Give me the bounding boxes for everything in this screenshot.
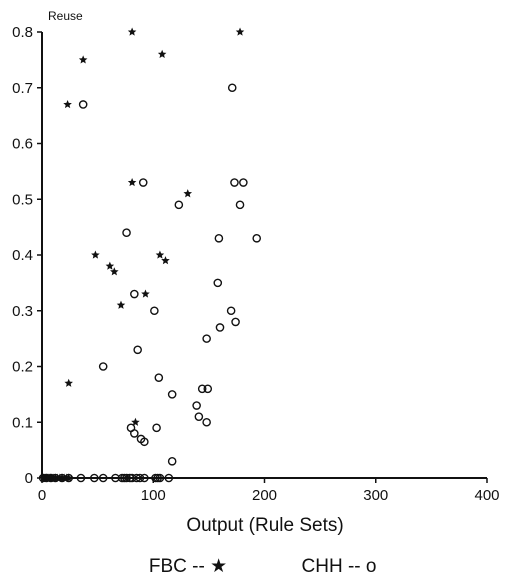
legend: FBC -- ★ CHH -- o [149,556,377,577]
chh-point [130,429,139,438]
chh-point [164,473,174,483]
fbc-point [110,267,119,276]
chh-point [89,473,99,483]
fbc-point [64,378,73,387]
x-tick-label: 300 [363,487,388,504]
chh-point [150,306,159,316]
chh-point [239,178,248,187]
series-fbc [38,27,245,482]
fbc-point [63,99,72,109]
fbc-point [64,473,73,482]
chh-point [122,473,131,483]
y-tick-label: 0.3 [12,303,33,320]
y-tick-label: 0.8 [12,24,33,41]
chh-point [140,437,149,447]
y-axis-label: Reuse [48,9,83,23]
chh-point [174,200,184,210]
chh-point [215,323,225,332]
chh-point [138,178,148,187]
chh-point [226,306,236,316]
y-tick-label: 0.5 [12,191,33,208]
fbc-point [157,49,167,58]
chh-point [76,473,86,483]
chh-point [154,373,164,382]
chh-point [214,233,224,243]
chh-point [155,473,165,483]
series-chh [38,83,262,483]
chh-point [194,412,204,421]
x-axis-label: Output (Rule Sets) [186,515,343,536]
chh-point [235,200,245,210]
y-tick-label: 0.2 [12,359,33,376]
legend-item-fbc: FBC -- ★ [149,556,227,576]
chh-point [152,423,161,433]
chh-point [122,228,131,237]
tick-labels: 0 0.1 0.2 0.3 0.4 0.5 0.6 0.7 0.8 0 100 200 300 400 [12,24,499,504]
chh-point [98,473,108,483]
chh-point [130,289,139,299]
chh-point [252,233,262,243]
data-marks [38,27,262,483]
y-tick-label: 0 [25,470,33,487]
chh-point [167,390,177,399]
chh-point [42,473,51,483]
chh-point [202,417,211,427]
y-tick-label: 0.7 [12,80,33,97]
chh-point [230,178,239,187]
chh-point [227,83,237,93]
x-tick-label: 0 [38,487,46,504]
chh-point [98,362,108,371]
chh-point [133,345,142,355]
chh-point [167,456,177,466]
chh-point [202,334,211,343]
chh-point [64,473,73,483]
chh-point [213,278,223,288]
fbc-point [155,250,165,259]
legend-item-chh: CHH -- o [302,556,377,576]
chh-point [197,384,207,394]
fbc-point [127,27,137,36]
x-tick-label: 200 [252,487,277,504]
fbc-point [131,417,140,426]
fbc-point [78,55,88,64]
chh-point [78,100,88,109]
fbc-point [141,289,150,298]
fbc-point [105,261,115,270]
chh-point [140,473,149,483]
chh-point [192,401,201,410]
y-tick-label: 0.4 [12,247,33,264]
y-tick-label: 0.1 [12,414,33,431]
x-tick-label: 100 [141,487,166,504]
fbc-point [116,300,126,309]
fbc-point [127,178,137,187]
y-tick-label: 0.6 [12,136,33,153]
fbc-point [183,189,193,198]
chh-point [135,473,145,483]
fbc-point [91,250,100,259]
chh-point [46,473,56,483]
axes [37,31,488,483]
fbc-point [235,27,245,36]
chh-point [203,384,213,394]
chh-point [231,317,240,327]
fbc-point [161,256,170,265]
x-tick-label: 400 [474,487,499,504]
